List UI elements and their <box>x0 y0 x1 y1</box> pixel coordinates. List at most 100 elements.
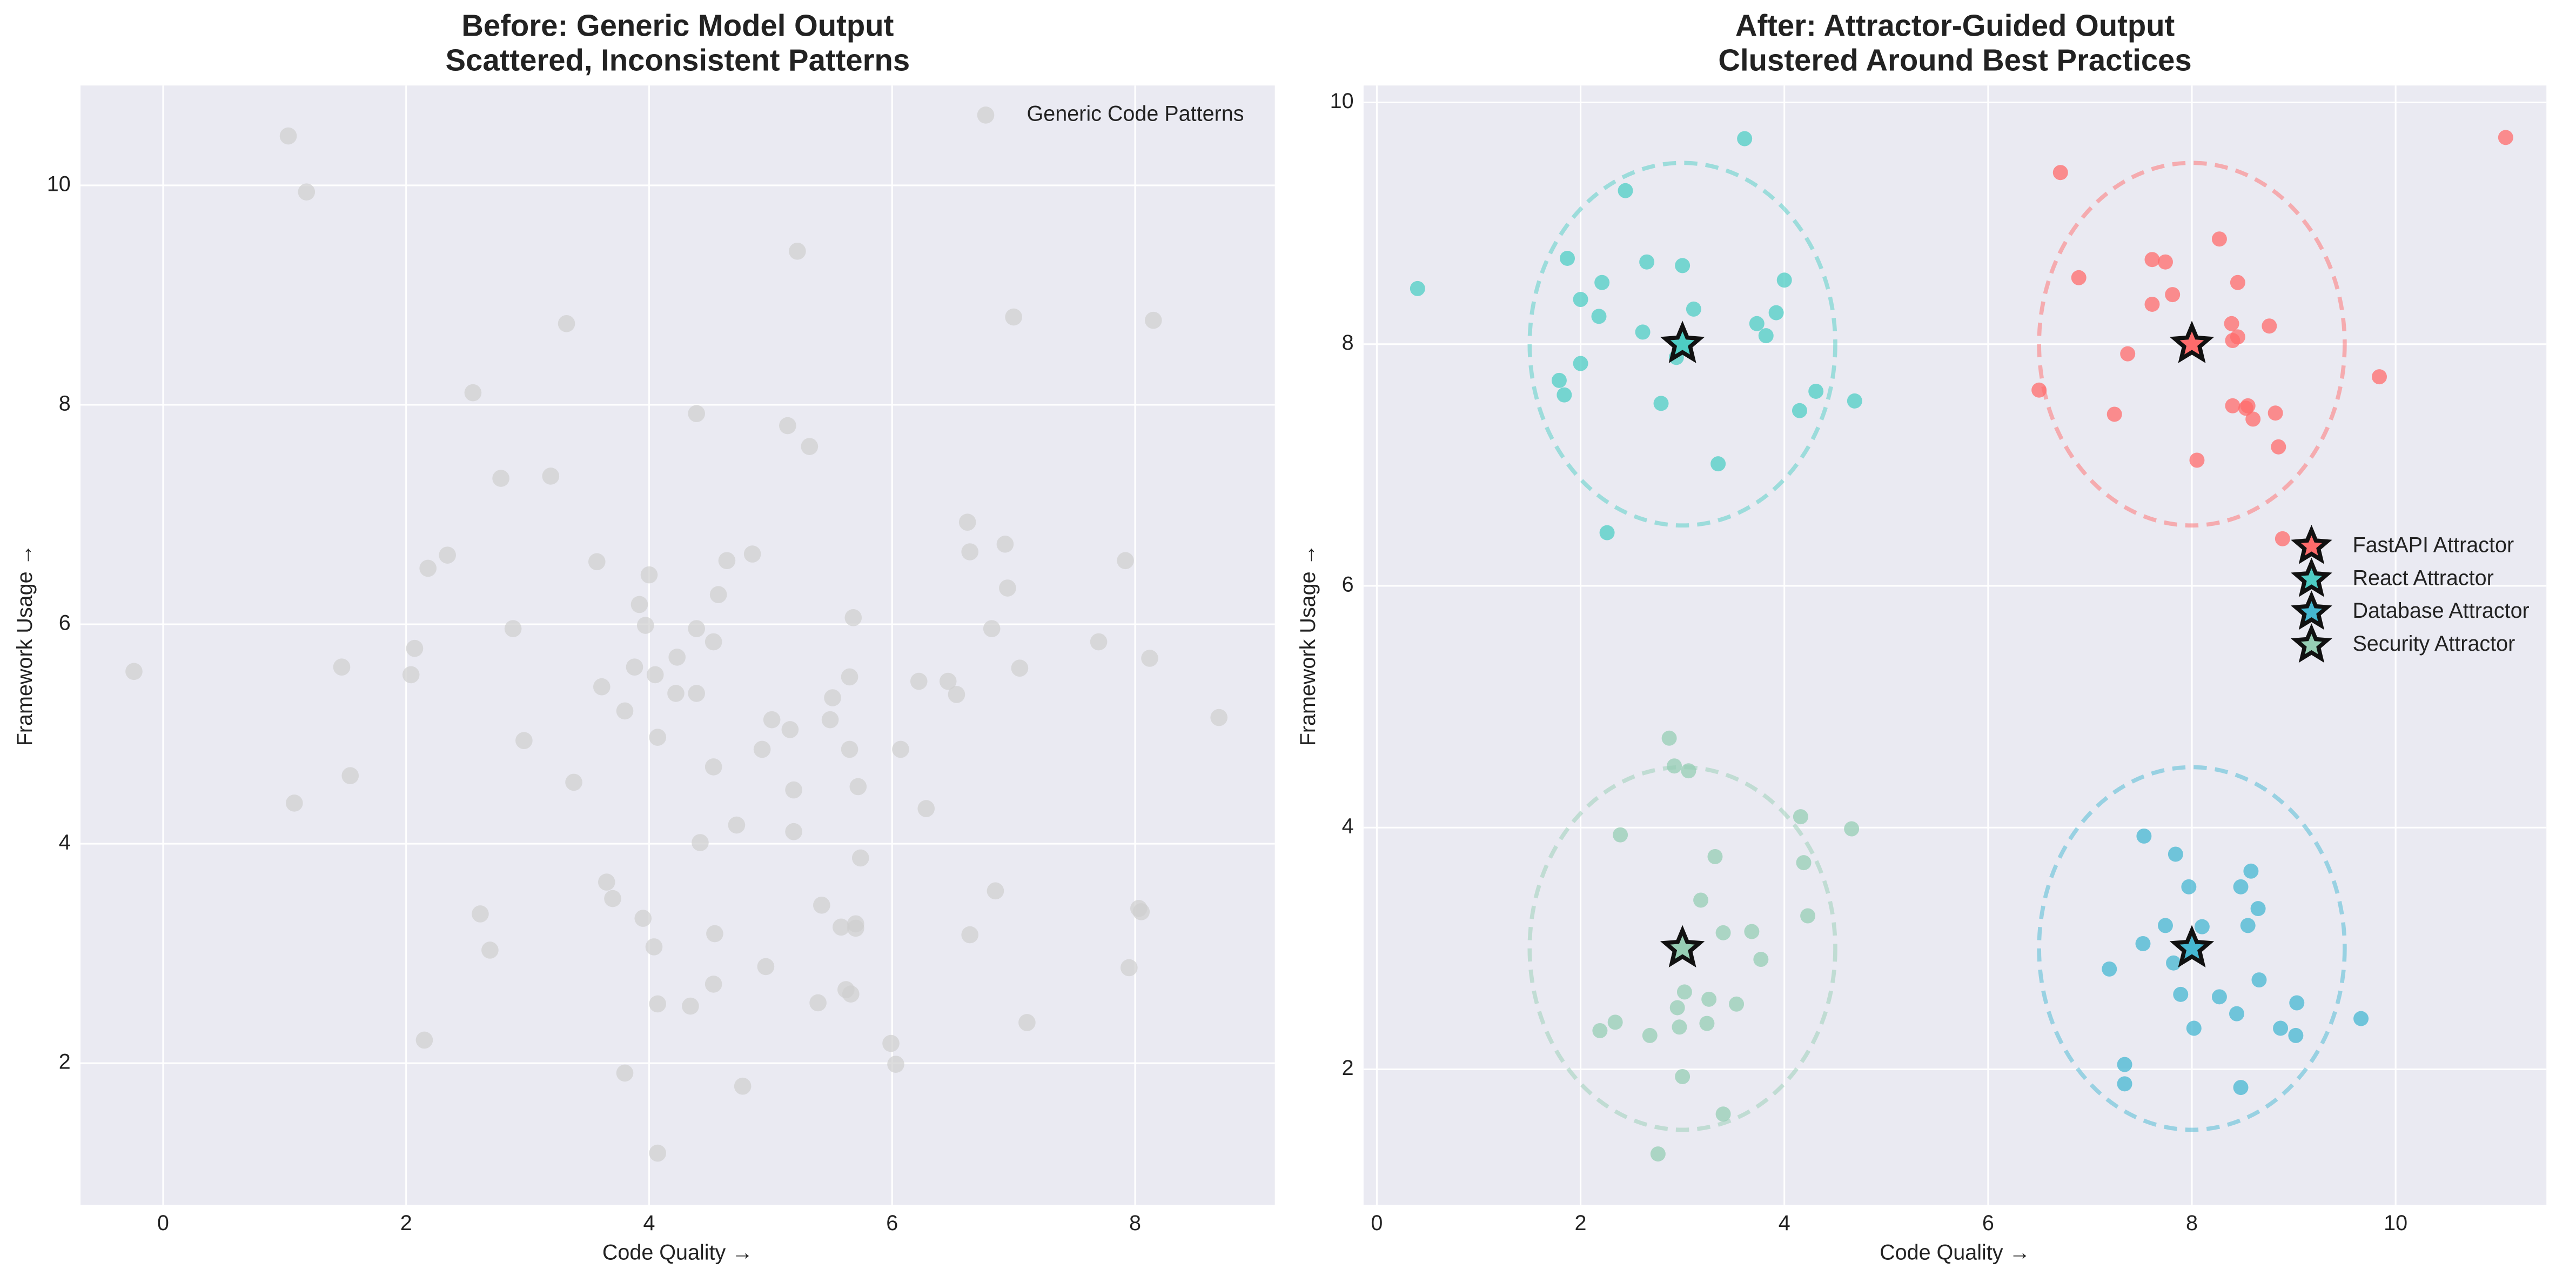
data-point <box>333 658 351 676</box>
data-point <box>668 649 686 666</box>
data-point <box>1796 855 1812 871</box>
data-point <box>961 543 979 560</box>
data-point <box>801 438 819 455</box>
data-point <box>2372 369 2387 385</box>
data-point <box>958 513 976 531</box>
data-point <box>2071 270 2087 285</box>
data-point <box>892 740 909 758</box>
data-point <box>1667 758 1682 774</box>
data-point <box>1613 827 1628 843</box>
data-point <box>688 405 706 423</box>
data-point <box>2229 1006 2244 1021</box>
data-point <box>1675 258 1691 273</box>
attractor-radius <box>1527 161 1837 528</box>
attractor-radius <box>2037 161 2347 528</box>
data-point <box>2353 1011 2369 1026</box>
data-point <box>1808 383 1824 399</box>
data-point <box>2240 918 2256 933</box>
data-point <box>1011 659 1029 677</box>
data-point <box>1132 903 1150 920</box>
data-point <box>779 417 796 435</box>
data-point <box>1776 272 1792 288</box>
data-point <box>1005 308 1022 326</box>
data-point <box>565 773 582 791</box>
data-point <box>1594 275 1610 290</box>
data-point <box>2107 406 2122 422</box>
data-point <box>1210 709 1228 726</box>
data-point <box>1591 309 1607 324</box>
data-point <box>961 926 979 944</box>
attractor-star <box>1660 925 1705 967</box>
x-tick-label: 8 <box>2186 1211 2198 1235</box>
data-point <box>1144 311 1162 329</box>
data-point <box>688 685 706 702</box>
data-point <box>763 711 781 729</box>
data-point <box>630 596 648 613</box>
data-point <box>2233 1080 2249 1096</box>
data-point <box>2245 411 2261 427</box>
data-point <box>1693 892 1709 908</box>
data-point <box>634 910 652 927</box>
attractor-radius <box>2037 765 2347 1132</box>
data-point <box>2166 955 2182 971</box>
data-point <box>125 663 143 680</box>
y-tick-label: 10 <box>47 172 71 196</box>
x-tick-label: 0 <box>157 1211 169 1235</box>
data-point <box>1749 316 1765 331</box>
data-point <box>2498 130 2513 145</box>
x-axis-label: Code Quality → <box>602 1241 753 1265</box>
chart-subtitle: Clustered Around Best Practices <box>1718 43 2191 77</box>
data-point <box>1847 393 1862 409</box>
data-point <box>649 729 667 746</box>
data-point <box>649 995 667 1013</box>
x-axis-label: Code Quality → <box>1880 1241 2030 1265</box>
data-point <box>705 758 722 776</box>
data-point <box>1675 1069 1691 1084</box>
data-point <box>1792 403 1807 418</box>
chart-title: After: Attractor-Guided Output <box>1735 9 2175 43</box>
data-point <box>841 740 858 758</box>
data-point <box>1653 396 1669 411</box>
data-point <box>598 873 615 891</box>
x-tick-label: 10 <box>2384 1211 2407 1235</box>
data-point <box>2288 1027 2304 1043</box>
data-point <box>1141 650 1158 667</box>
data-point <box>1701 991 1717 1007</box>
data-point <box>2289 995 2305 1011</box>
x-tick-label: 6 <box>886 1211 898 1235</box>
data-point <box>2181 879 2197 894</box>
data-point <box>1699 1016 1715 1031</box>
data-point <box>1018 1014 1036 1031</box>
data-point <box>2240 398 2256 413</box>
data-point <box>1707 849 1723 864</box>
data-point <box>2157 254 2173 270</box>
data-point <box>1672 1019 1687 1035</box>
data-point <box>2233 879 2249 894</box>
data-point <box>1551 372 1567 388</box>
data-point <box>588 553 606 571</box>
y-tick-label: 2 <box>1342 1056 1354 1080</box>
data-point <box>1800 908 1816 924</box>
data-point <box>1117 552 1134 570</box>
data-point <box>1744 924 1760 939</box>
data-point <box>646 666 664 684</box>
data-point <box>1592 1023 1608 1038</box>
data-point <box>2262 318 2277 334</box>
legend-marker <box>2291 524 2332 564</box>
data-point <box>887 1056 904 1073</box>
data-point <box>402 666 420 684</box>
y-axis-label: Framework Usage → <box>13 544 37 746</box>
data-point <box>2117 1076 2132 1092</box>
x-tick-label: 8 <box>1129 1211 1141 1235</box>
x-tick-label: 6 <box>1982 1211 1994 1235</box>
data-point <box>743 545 761 563</box>
data-point <box>682 997 699 1015</box>
data-point <box>1635 324 1651 340</box>
legend-label: Generic Code Patterns <box>1027 102 1244 125</box>
data-point <box>1844 821 1860 837</box>
data-point <box>734 1077 752 1095</box>
data-point <box>616 1064 634 1082</box>
data-point <box>2271 439 2286 455</box>
data-point <box>667 685 685 702</box>
